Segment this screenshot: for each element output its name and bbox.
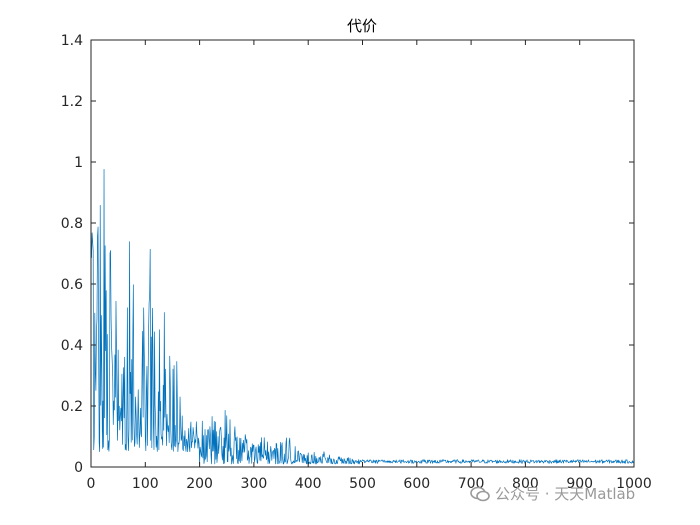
- watermark: 公众号 · 天天Matlab: [470, 483, 635, 504]
- y-tick-label: 1: [74, 155, 83, 171]
- plot-area: [91, 40, 634, 467]
- y-tick-label: 1.2: [61, 94, 83, 110]
- y-tick-label: 0: [74, 460, 83, 476]
- data-series-layer: [91, 169, 635, 465]
- chart-title: 代价: [347, 17, 377, 35]
- y-tick-label: 0.2: [61, 399, 83, 415]
- x-tick-label: 1000: [616, 476, 652, 492]
- y-tick-label: 1.4: [61, 33, 83, 49]
- series-line: [91, 169, 635, 465]
- x-tick-label: 0: [87, 476, 96, 492]
- x-tick-label: 400: [295, 476, 322, 492]
- x-tick-label: 100: [132, 476, 159, 492]
- y-tick-label: 0.4: [61, 338, 83, 354]
- watermark-text: 公众号 · 天天Matlab: [495, 485, 636, 503]
- x-tick-label: 500: [349, 476, 376, 492]
- x-tick-label: 900: [566, 476, 593, 492]
- x-tick-label: 300: [241, 476, 268, 492]
- x-tick-label: 700: [458, 476, 485, 492]
- x-tick-label: 600: [403, 476, 430, 492]
- x-tick-label: 200: [186, 476, 213, 492]
- wechat-official-account-icon: [470, 486, 490, 501]
- y-tick-label: 0.8: [61, 216, 83, 232]
- y-tick-label: 0.6: [61, 277, 83, 293]
- ticks-layer: 0 100 200 300 400 500 600 700 800 900 1000 0 0.2 0.4 0…: [61, 33, 652, 492]
- x-tick-label: 800: [512, 476, 539, 492]
